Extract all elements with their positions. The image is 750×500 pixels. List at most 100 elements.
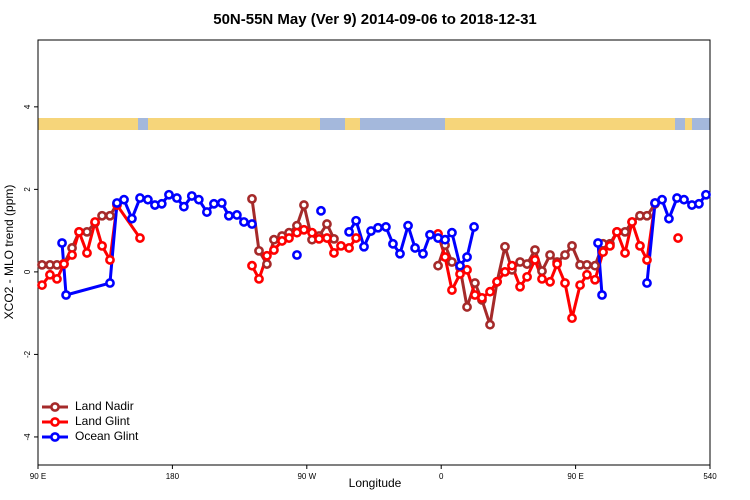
chart-title: 50N-55N May (Ver 9) 2014-09-06 to 2018-1… [213, 11, 537, 28]
plot-frame [37, 39, 711, 466]
data-point [500, 266, 510, 277]
data-point [469, 222, 479, 232]
data-point [37, 280, 47, 290]
data-point [193, 194, 204, 205]
data-point [82, 226, 92, 237]
data-point [359, 241, 369, 252]
data-point [679, 194, 689, 205]
data-point [307, 227, 317, 238]
data-point [262, 259, 272, 269]
data-point [373, 222, 383, 233]
data-point [545, 276, 555, 287]
data-point [254, 274, 264, 284]
legend-label: Land Glint [75, 414, 130, 428]
data-point [45, 269, 55, 280]
data-point [164, 189, 174, 200]
data-point [201, 207, 212, 217]
x-tick-label: 90 E [567, 472, 583, 481]
data-point [247, 219, 257, 229]
data-point [447, 285, 457, 295]
data-point [598, 247, 608, 257]
data-point [642, 255, 652, 265]
data-point [59, 259, 69, 269]
data-point [552, 259, 562, 269]
data-point [590, 274, 600, 285]
data-point [388, 238, 398, 249]
data-point [314, 233, 324, 244]
data-point [673, 233, 683, 243]
x-tick-label: 90 W [297, 472, 316, 481]
x-axis-label: Longitude [349, 476, 402, 490]
x-tick-label: 540 [703, 472, 717, 481]
data-point [232, 210, 242, 220]
data-point [560, 278, 570, 288]
data-point [530, 245, 540, 255]
data-point [223, 210, 234, 221]
data-point [135, 233, 145, 243]
data-point [447, 227, 457, 238]
data-point [418, 248, 428, 259]
land-ocean-strip [38, 118, 710, 130]
data-point [344, 243, 354, 253]
data-point [135, 193, 145, 203]
data-point [186, 191, 197, 201]
data-point [351, 215, 361, 226]
data-point [530, 255, 540, 265]
data-point [545, 250, 555, 260]
data-point [462, 252, 472, 262]
data-point [395, 248, 405, 259]
data-point [403, 220, 413, 231]
data-point [593, 238, 603, 248]
data-point [209, 198, 219, 209]
data-point [336, 240, 346, 251]
data-point [74, 226, 84, 237]
data-point [322, 219, 332, 229]
data-point [701, 189, 711, 200]
legend-label: Ocean Glint [75, 429, 139, 443]
data-point [492, 276, 502, 287]
data-point [657, 194, 667, 205]
data-point [329, 248, 339, 258]
data-point [567, 313, 577, 324]
data-point [627, 217, 637, 227]
data-point [299, 224, 309, 235]
data-point [515, 281, 525, 292]
data-point [97, 210, 107, 221]
data-point [560, 250, 570, 260]
data-point [635, 240, 645, 251]
data-point [351, 233, 361, 243]
data-point [620, 248, 630, 258]
data-point [537, 266, 547, 276]
data-point [67, 250, 77, 260]
y-tick-label: 4 [23, 104, 32, 109]
data-point [575, 280, 585, 290]
y-tick-label: -4 [23, 433, 32, 441]
y-axis-label: XCO2 - MLO trend (ppm) [2, 185, 16, 320]
data-point [105, 278, 115, 288]
data-point [171, 193, 182, 203]
data-point [292, 250, 302, 260]
x-tick-label: 180 [166, 472, 180, 481]
data-point [522, 271, 532, 282]
y-tick-label: 2 [23, 187, 32, 192]
data-point [316, 205, 326, 216]
data-point [642, 278, 652, 288]
data-point [156, 198, 167, 209]
data-point [522, 259, 532, 269]
data-point [322, 233, 332, 243]
data-point [447, 257, 457, 267]
y-tick-label: -2 [23, 350, 32, 358]
data-point [90, 217, 100, 227]
data-point [664, 213, 674, 224]
data-point [477, 292, 487, 303]
legend-label: Land Nadir [75, 399, 134, 413]
data-point [605, 240, 615, 251]
data-point [82, 248, 92, 258]
data-point [97, 240, 107, 251]
data-point [143, 194, 153, 205]
data-point [485, 319, 495, 330]
data-point [105, 255, 115, 265]
data-point [127, 213, 137, 224]
data-point [455, 260, 465, 271]
